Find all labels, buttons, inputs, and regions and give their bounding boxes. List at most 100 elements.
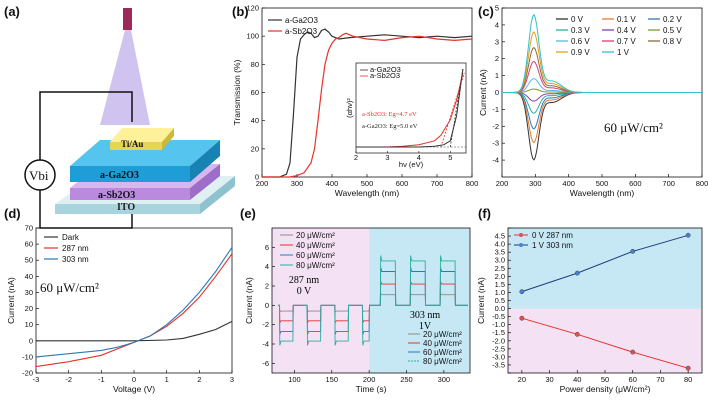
inset-fit-line-ga <box>449 68 464 148</box>
y-tick-label: -1.0 <box>492 320 505 329</box>
x-tick-label: 700 <box>431 179 444 188</box>
x-tick-label: 200 <box>256 179 269 188</box>
inset-annotation-ga: a-Ga2O3: Eg=5.0 eV <box>362 123 418 130</box>
substrate-label: ITO <box>117 202 135 213</box>
label-left-wavelength: 287 nm <box>289 275 320 286</box>
x-tick-label: 800 <box>466 179 479 188</box>
ga-layer-top <box>70 140 220 166</box>
x-tick-label: 500 <box>596 179 609 188</box>
x-tick-label: 250 <box>400 375 413 384</box>
legend-label: 0.1 V <box>617 15 636 24</box>
data-point <box>519 315 525 321</box>
sb-layer-side <box>190 164 220 200</box>
spectral-curve-6 <box>502 78 702 93</box>
inset-legend-label: a-Ga2O3 <box>370 65 401 74</box>
x-tick-label: 70 <box>656 375 664 384</box>
substrate-side <box>200 176 235 214</box>
y-tick-label: -20 <box>22 369 33 378</box>
x-tick-label: -1 <box>98 375 105 384</box>
y-tick-label: 2.5 <box>495 264 505 273</box>
y-tick-label: -2 <box>262 320 269 329</box>
x-tick-label: 700 <box>662 179 675 188</box>
series-line-0 <box>262 28 473 178</box>
y-tick-label: 10 <box>25 320 33 329</box>
panel-f-power-density-chart: 20 30 40 50 60 70 80 -3.5-3.0-2.5-2.0-1.5-1.0-0… <box>476 227 703 394</box>
y-tick-label: -1.5 <box>492 328 505 337</box>
panel-a-label: (a) <box>4 4 20 19</box>
y-tick-label: -2 <box>492 122 499 131</box>
inset-frame <box>355 62 467 154</box>
legend-marker <box>519 243 523 247</box>
label-left-bias: 0 V <box>297 286 312 297</box>
iv-curve-0 <box>36 320 233 342</box>
inset-y-axis-label: (αhν)² <box>345 98 354 118</box>
background-left <box>272 228 370 373</box>
y-tick-label: 100 <box>246 32 259 41</box>
y-tick-label: 0.0 <box>495 304 505 313</box>
label-right-bias: 1V <box>419 321 432 332</box>
legend-label-right: 20 μW/cm² <box>423 330 462 339</box>
y-axis-label: Transmission (%) <box>232 59 242 125</box>
y-tick-label: -3 <box>492 139 499 148</box>
x-tick-label: 500 <box>361 179 374 188</box>
legend-label: 1 V <box>617 48 630 57</box>
legend-label: 1 V 303 nm <box>532 241 573 250</box>
y-tick-label: 0 <box>255 173 259 182</box>
x-tick-label: 100 <box>288 375 301 384</box>
y-tick-label: 4.0 <box>495 240 505 249</box>
chart-annotation: 60 μW/cm² <box>40 280 99 295</box>
panel-e-time-response-chart: 100 150 200 250 300 -6 -4 -2 0 2 4 6 Time (s) Current… <box>244 227 471 394</box>
panel-b-label: (b) <box>232 4 249 19</box>
x-tick-label: 300 <box>529 179 542 188</box>
legend-label: 0.4 V <box>617 26 636 35</box>
x-tick-label: 0 <box>132 375 136 384</box>
y-tick-label: 20 <box>25 304 33 313</box>
data-point <box>574 270 580 276</box>
legend-label: 0.9 V <box>571 48 590 57</box>
panel-b-transmission-chart: 200 300 400 500 600 700 800 0 20 40 60 80 100 120 Wave… <box>232 4 478 199</box>
spectral-curve-8 <box>502 46 702 93</box>
legend-label-left: 80 μW/cm² <box>296 261 335 270</box>
trace-right-3 <box>369 255 468 306</box>
y-tick-label: -2.5 <box>492 344 505 353</box>
legend-label: 0.2 V <box>663 15 682 24</box>
y-tick-label: 5 <box>495 4 499 13</box>
legend-label: 0 V 287 nm <box>532 231 573 240</box>
y-tick-label: -3.0 <box>492 352 505 361</box>
x-tick-label: -3 <box>33 375 40 384</box>
circuit-wire-top <box>39 91 133 160</box>
legend-label-right: 60 μW/cm² <box>423 348 462 357</box>
legend-label-left: 20 μW/cm² <box>296 231 335 240</box>
y-tick-label: 60 <box>25 240 33 249</box>
x-tick-label: 2 <box>197 375 201 384</box>
y-tick-label: -3.5 <box>492 360 505 369</box>
spectral-curve-3 <box>502 92 702 114</box>
y-tick-label: 2 <box>495 54 499 63</box>
inset-x-tick-label: 5 <box>448 153 452 162</box>
chart-annotation: 60 μW/cm² <box>604 120 663 135</box>
x-tick-label: 80 <box>684 375 692 384</box>
voltage-source-label: Vbi <box>29 168 49 183</box>
x-tick-label: 60 <box>629 375 637 384</box>
x-tick-label: 1 <box>165 375 169 384</box>
legend-label: 0.6 V <box>571 37 590 46</box>
legend-label: 0.5 V <box>663 26 682 35</box>
y-tick-label: 1.0 <box>495 288 505 297</box>
y-axis-label: Current (nA) <box>6 277 16 324</box>
legend-label: a-Sb2O3 <box>285 27 318 36</box>
panel-f-label: (f) <box>478 206 491 221</box>
spectral-curve-10 <box>502 13 702 93</box>
electrode-top <box>110 128 174 142</box>
y-tick-label: 4.5 <box>495 232 505 241</box>
y-tick-label: 40 <box>251 116 259 125</box>
y-tick-label: 0 <box>495 88 499 97</box>
spectral-curve-5 <box>502 88 702 93</box>
inset-x-tick-label: 3 <box>385 153 389 162</box>
inset-fit-line-sb <box>440 72 465 148</box>
power-line-0 <box>521 317 689 369</box>
legend-label: a-Ga2O3 <box>285 16 318 25</box>
legend-label-right: 80 μW/cm² <box>423 357 462 366</box>
y-tick-label: 80 <box>251 60 259 69</box>
inset-annotation-sb: a-Sb2O3: Eg=4.7 eV <box>362 111 417 118</box>
